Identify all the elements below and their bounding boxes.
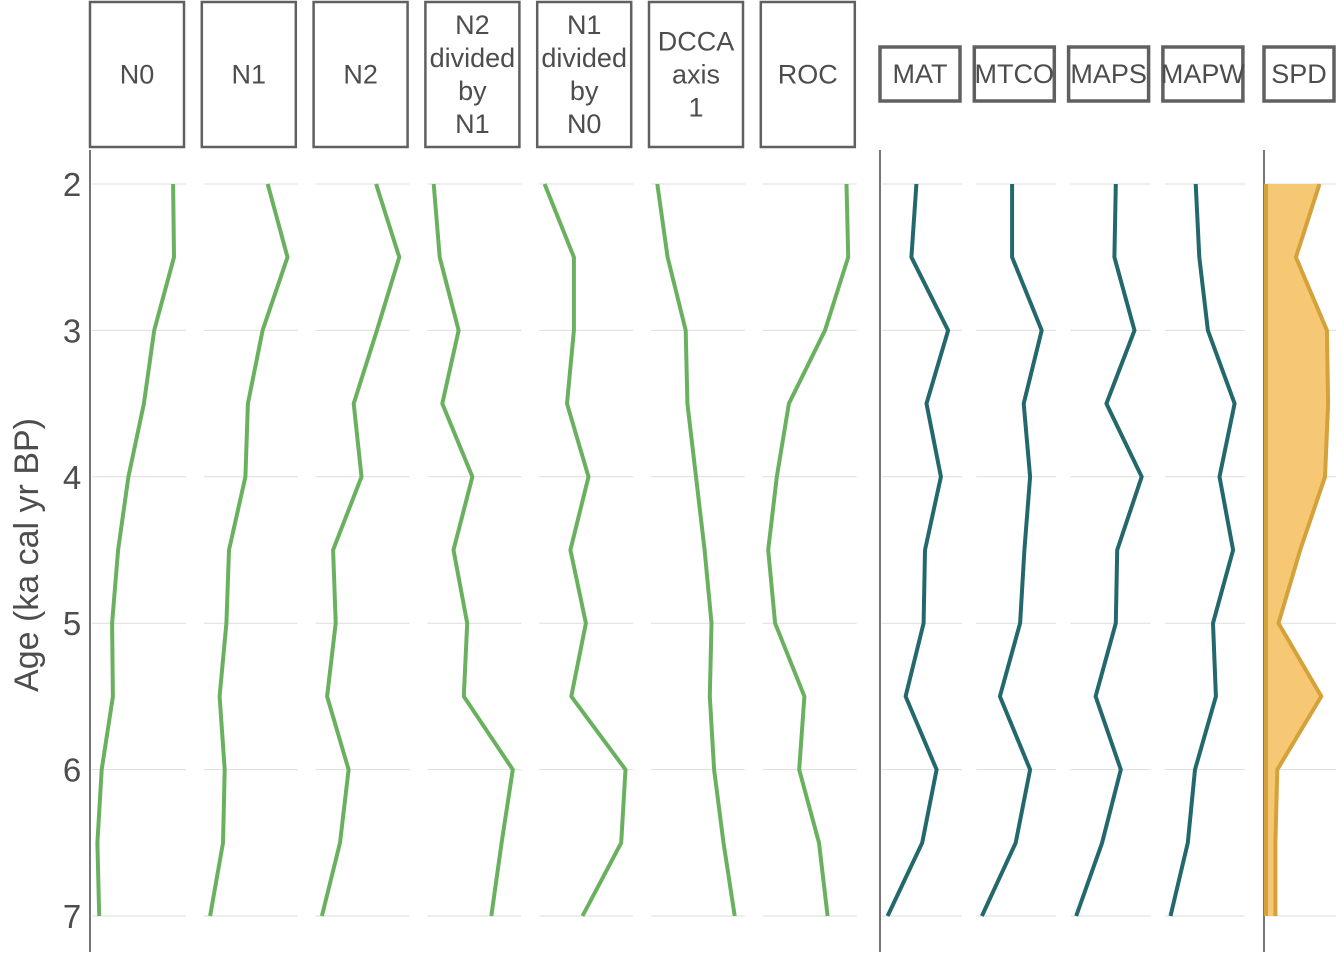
series-line bbox=[655, 183, 737, 917]
spd-line bbox=[1273, 183, 1331, 916]
panel-header-box bbox=[424, 0, 521, 149]
panel-header-box bbox=[647, 0, 745, 149]
panel-header-box bbox=[200, 0, 298, 149]
panel-header-label: N1 bbox=[567, 10, 602, 40]
panel-header-box bbox=[1066, 45, 1151, 103]
panel-header-box bbox=[312, 0, 409, 149]
series-line bbox=[319, 183, 402, 917]
panel-header-label: MAPS bbox=[1070, 59, 1147, 89]
panel-headers: N0 N1 N2N2dividedbyN1N1dividedbyN0DCCAaxis… bbox=[88, 0, 1336, 149]
y-tick-label: 5 bbox=[63, 605, 81, 642]
panel-header-label: by bbox=[458, 76, 487, 106]
panel-header-box bbox=[1262, 45, 1336, 103]
y-tick-label: 4 bbox=[63, 459, 81, 496]
y-axis-title: Age (ka cal yr BP) bbox=[8, 418, 46, 692]
panel-header-label: N0 bbox=[120, 60, 155, 90]
series-line bbox=[542, 183, 628, 917]
panel-header-label: N1 bbox=[232, 60, 267, 90]
y-tick-label: 3 bbox=[63, 312, 81, 349]
grid-lines bbox=[92, 183, 1336, 917]
panel-header-label: 1 bbox=[688, 93, 703, 123]
panel-header-label: MAPW bbox=[1161, 59, 1246, 89]
panel-header-label: N1 bbox=[455, 109, 490, 139]
panel-header-box bbox=[878, 45, 962, 103]
panel-header-box bbox=[88, 0, 186, 149]
series-line bbox=[431, 183, 515, 917]
panel-header-label: DCCA bbox=[658, 27, 735, 57]
panel-header-label: axis bbox=[672, 60, 720, 90]
series-line bbox=[208, 183, 290, 917]
panel-header-label: N2 bbox=[343, 60, 378, 90]
panel-header-label: MTCO bbox=[975, 59, 1054, 89]
panel-header-label: N0 bbox=[567, 109, 602, 139]
y-tick-label: 2 bbox=[63, 166, 81, 203]
panel-header-box bbox=[1161, 45, 1245, 103]
panel-header-label: SPD bbox=[1271, 59, 1327, 89]
series-line bbox=[885, 183, 951, 917]
series-line bbox=[1074, 183, 1144, 917]
panel-header-label: MAT bbox=[893, 59, 948, 89]
panel-header-label: divided bbox=[541, 43, 627, 73]
panel-header-label: N2 bbox=[455, 10, 490, 40]
panel-header-label: by bbox=[570, 76, 599, 106]
y-tick-label: 6 bbox=[63, 752, 81, 789]
series-line bbox=[980, 184, 1044, 917]
series-line bbox=[1168, 183, 1237, 917]
panel-header-box bbox=[535, 0, 633, 149]
panel-header-box bbox=[972, 45, 1057, 103]
y-axis: 2 3 4 5 6 7 bbox=[63, 150, 1265, 952]
series-line bbox=[766, 183, 851, 917]
spd-area bbox=[1266, 184, 1329, 916]
series-line bbox=[95, 183, 176, 917]
series bbox=[95, 183, 1331, 917]
y-tick-label: 7 bbox=[63, 898, 81, 935]
panel-header-label: divided bbox=[430, 43, 516, 73]
panel-header-label: ROC bbox=[778, 60, 838, 90]
panel-header-box bbox=[759, 0, 857, 149]
